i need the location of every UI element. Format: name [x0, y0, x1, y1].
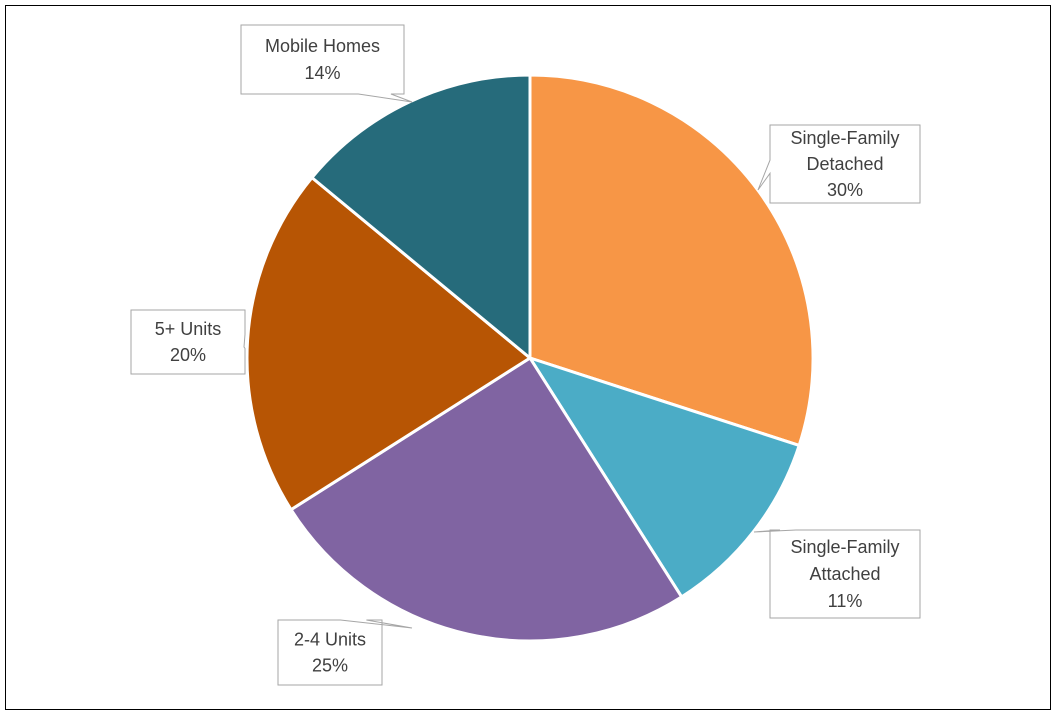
- data-label-5-units: 5+ Units 20%: [130, 309, 246, 375]
- pie-slices: [245, 73, 815, 643]
- data-label-single-family-attached: Single-Family Attached 11%: [753, 529, 921, 619]
- pie-slice-5-units: [245, 176, 532, 512]
- data-label-category: 5+ Units: [155, 319, 222, 339]
- pie-slice-single-family-detached: [528, 73, 815, 447]
- data-label-category: Single-Family: [790, 537, 899, 557]
- pie-slice-2-4-units: [289, 356, 684, 643]
- data-label-category: Detached: [806, 154, 883, 174]
- data-label-single-family-detached: Single-Family Detached 30%: [757, 124, 921, 204]
- data-label-category: Single-Family: [790, 128, 899, 148]
- data-label-percent: 30%: [827, 180, 863, 200]
- data-label-percent: 25%: [312, 656, 348, 676]
- data-label-percent: 14%: [304, 63, 340, 83]
- data-labels: Single-Family Detached 30% Single-Family Att…: [130, 24, 921, 686]
- data-label-mobile-homes: Mobile Homes 14%: [240, 24, 413, 103]
- data-label-percent: 11%: [828, 591, 863, 611]
- data-label-box: [753, 529, 921, 619]
- data-label-category: 2-4 Units: [294, 630, 366, 650]
- data-label-category: Mobile Homes: [265, 36, 380, 56]
- data-label-box: [277, 619, 413, 686]
- data-label-percent: 20%: [170, 345, 206, 365]
- data-label-2-4-units: 2-4 Units 25%: [277, 619, 413, 686]
- data-label-box: [240, 24, 413, 103]
- data-label-category: Attached: [809, 564, 880, 584]
- data-label-box: [757, 124, 921, 204]
- pie-slice-single-family-attached: [528, 356, 801, 599]
- data-label-box: [130, 309, 246, 375]
